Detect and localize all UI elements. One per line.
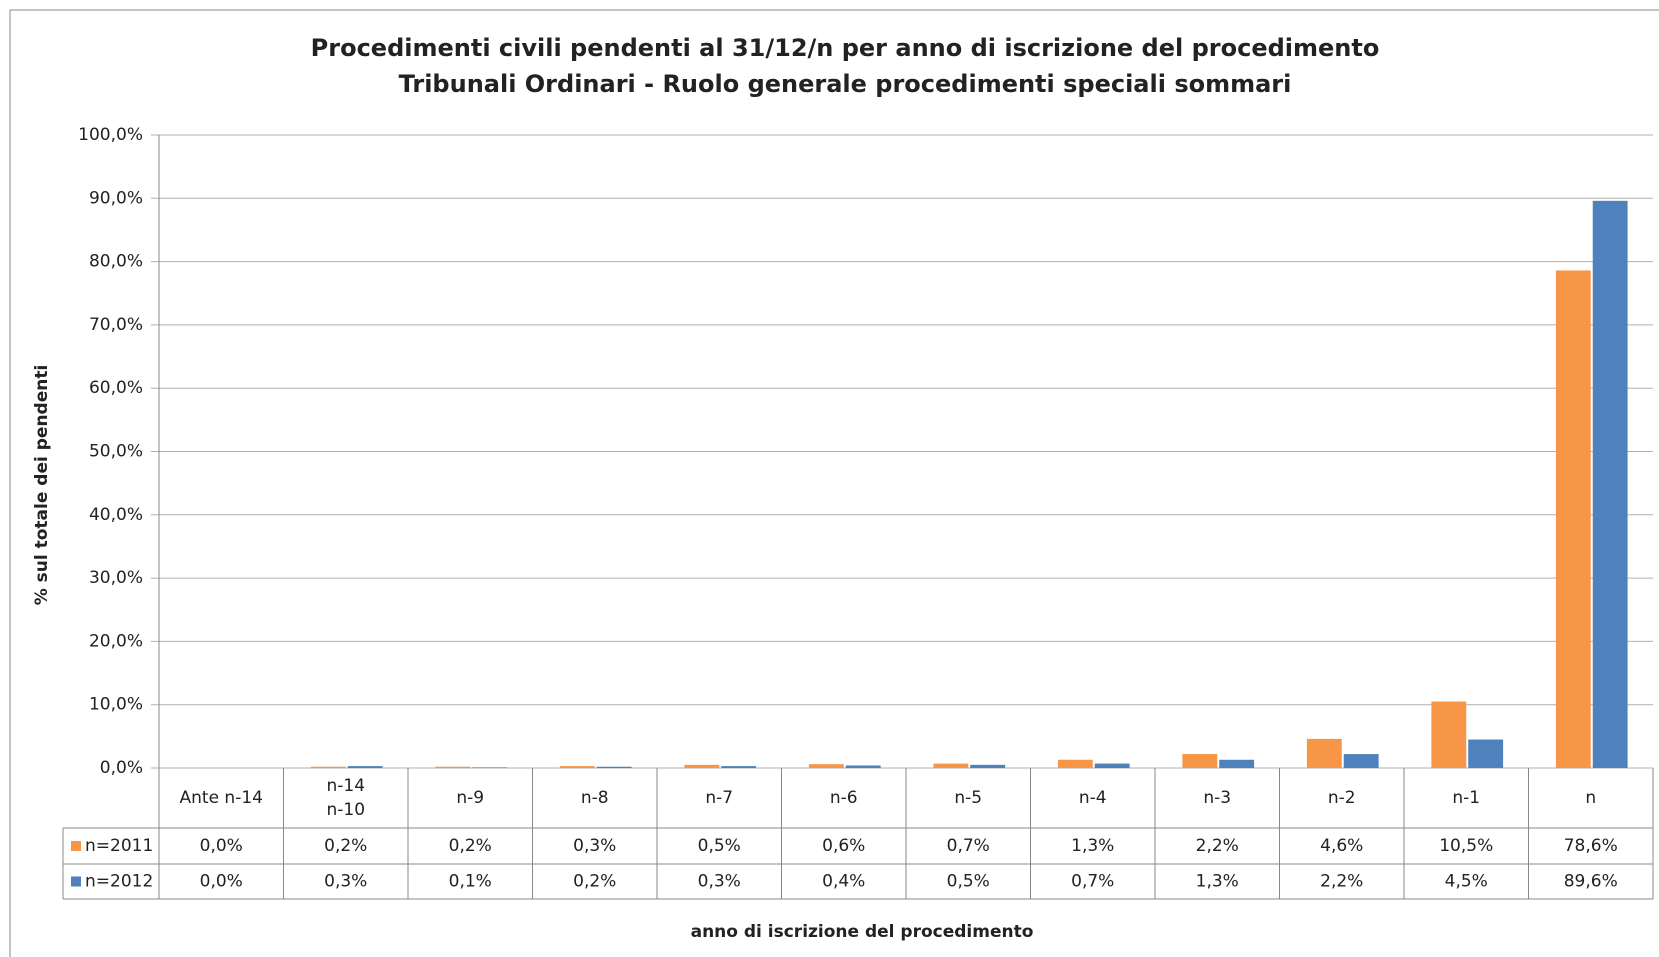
y-axis-label: % sul totale dei pendenti xyxy=(32,365,52,606)
y-tick-label: 10,0% xyxy=(89,695,143,715)
legend-label: n=2012 xyxy=(85,872,153,892)
y-tick-label: 30,0% xyxy=(89,568,143,588)
data-label: 4,5% xyxy=(1445,872,1488,892)
y-tick-label: 80,0% xyxy=(89,252,143,272)
bar xyxy=(1219,759,1255,768)
legend-swatch xyxy=(71,876,81,887)
x-tick-label: n-3 xyxy=(1203,788,1232,808)
y-tick-label: 70,0% xyxy=(89,315,143,335)
x-tick-label: n-5 xyxy=(954,788,983,808)
legend-swatch xyxy=(71,841,81,851)
chart-border xyxy=(9,9,1659,957)
data-label: 78,6% xyxy=(1564,836,1618,856)
y-tick-label: 100,0% xyxy=(78,125,143,145)
data-label: 0,6% xyxy=(822,836,865,856)
chart-title: Procedimenti civili pendenti al 31/12/n … xyxy=(311,34,1380,62)
data-label: 10,5% xyxy=(1439,836,1493,856)
data-label: 0,0% xyxy=(200,872,243,892)
y-tick-label: 0,0% xyxy=(100,758,143,778)
data-label: 2,2% xyxy=(1320,872,1363,892)
data-label: 0,3% xyxy=(324,872,367,892)
chart-subtitle: Tribunali Ordinari - Ruolo generale proc… xyxy=(399,70,1292,98)
data-label: 0,5% xyxy=(698,836,741,856)
x-tick-label: n-4 xyxy=(1078,788,1107,808)
data-label: 89,6% xyxy=(1564,872,1618,892)
data-label: 0,5% xyxy=(947,872,990,892)
bar xyxy=(684,764,720,768)
data-label: 0,7% xyxy=(947,836,990,856)
x-tick-label: n-8 xyxy=(580,788,609,808)
bar xyxy=(1431,701,1467,768)
data-label: 0,3% xyxy=(698,872,741,892)
bar xyxy=(933,763,969,768)
data-label: 0,7% xyxy=(1071,872,1114,892)
y-tick-label: 20,0% xyxy=(89,631,143,651)
bar xyxy=(472,767,508,768)
x-tick-label: n-14 n-10 xyxy=(326,776,366,820)
bar xyxy=(596,766,632,768)
data-label: 1,3% xyxy=(1196,872,1239,892)
data-label: 4,6% xyxy=(1320,836,1363,856)
y-tick-label: 90,0% xyxy=(89,188,143,208)
data-label: 0,2% xyxy=(324,836,367,856)
bar xyxy=(845,765,881,768)
y-tick-label: 50,0% xyxy=(89,442,143,462)
bar xyxy=(1343,754,1379,768)
bar xyxy=(1468,739,1504,768)
x-axis-label: anno di iscrizione del procedimento xyxy=(691,922,1034,942)
data-label: 0,4% xyxy=(822,872,865,892)
data-label: 0,3% xyxy=(573,836,616,856)
x-tick-label: n-9 xyxy=(456,788,485,808)
bar xyxy=(970,764,1006,768)
data-label: 0,2% xyxy=(573,872,616,892)
data-label: 0,0% xyxy=(200,836,243,856)
bar xyxy=(721,766,757,768)
data-label: 0,2% xyxy=(449,836,492,856)
bar xyxy=(1182,754,1218,768)
data-label: 2,2% xyxy=(1196,836,1239,856)
bar xyxy=(1592,200,1628,768)
y-tick-label: 40,0% xyxy=(89,505,143,525)
x-tick-label: n xyxy=(1585,788,1597,808)
x-tick-label: n-6 xyxy=(829,788,858,808)
bar xyxy=(435,766,471,768)
data-label: 1,3% xyxy=(1071,836,1114,856)
bar xyxy=(1094,763,1130,768)
legend-label: n=2011 xyxy=(85,836,153,856)
data-label: 0,1% xyxy=(449,872,492,892)
x-tick-label: Ante n-14 xyxy=(179,788,263,808)
bar xyxy=(559,766,595,768)
x-tick-label: n-1 xyxy=(1452,788,1481,808)
x-tick-label: n-2 xyxy=(1327,788,1356,808)
bar xyxy=(808,764,844,768)
x-tick-label: n-7 xyxy=(705,788,734,808)
bar xyxy=(310,766,346,768)
bar xyxy=(1555,270,1591,768)
y-tick-label: 60,0% xyxy=(89,378,143,398)
bar xyxy=(347,766,383,768)
bar xyxy=(1306,738,1342,768)
bar xyxy=(1057,759,1093,768)
